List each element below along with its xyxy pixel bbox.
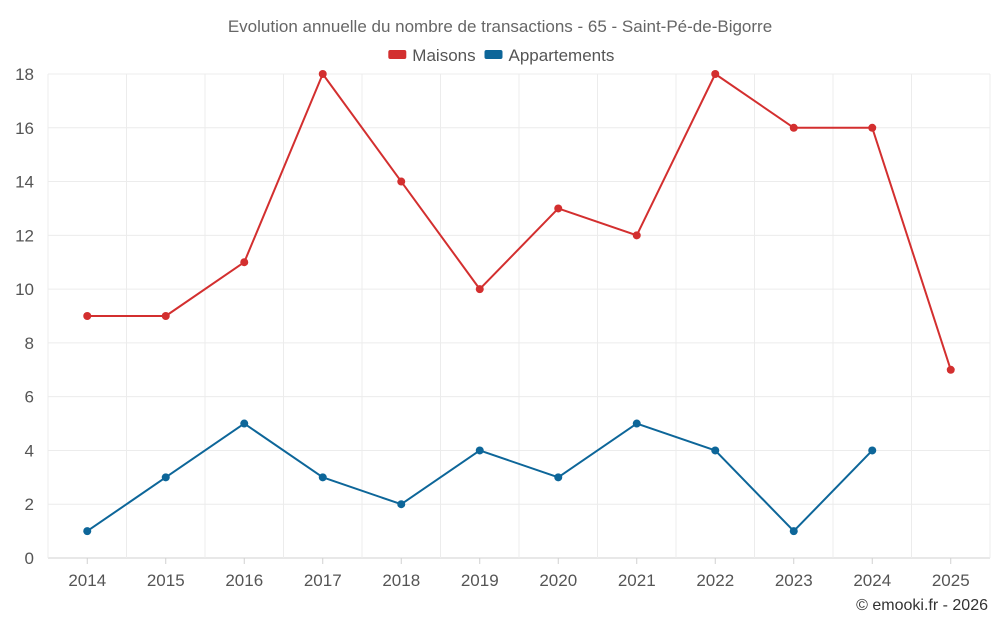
y-tick-label: 12 [15, 226, 34, 245]
y-tick-label: 4 [25, 441, 34, 460]
data-point-maisons [868, 123, 877, 132]
legend-label-appartements: Appartements [509, 46, 615, 65]
legend: Maisons Appartements [388, 46, 614, 65]
x-tick-label: 2025 [932, 571, 970, 590]
y-tick-label: 18 [15, 65, 34, 84]
data-point-appartements [632, 419, 641, 428]
legend-label-maisons: Maisons [412, 46, 475, 65]
data-point-appartements [868, 446, 877, 455]
y-tick-label: 6 [25, 388, 34, 407]
x-tick-label: 2018 [382, 571, 420, 590]
data-point-maisons [632, 231, 641, 240]
y-tick-label: 8 [25, 334, 34, 353]
data-point-maisons [83, 312, 92, 320]
x-tick-label: 2022 [696, 571, 734, 590]
y-tick-label: 14 [15, 173, 34, 192]
data-point-appartements [240, 419, 249, 428]
y-tick-label: 2 [25, 495, 34, 514]
legend-swatch-appartements [484, 50, 503, 59]
x-tick-label: 2020 [539, 571, 577, 590]
data-point-appartements [554, 473, 563, 482]
data-point-maisons [475, 285, 484, 294]
y-tick-label: 16 [15, 119, 34, 138]
data-point-maisons [318, 70, 327, 78]
data-point-appartements [711, 446, 720, 455]
x-tick-label: 2023 [775, 571, 813, 590]
x-tick-label: 2016 [225, 571, 263, 590]
chart-title: Evolution annuelle du nombre de transact… [228, 17, 772, 36]
x-tick-label: 2017 [304, 571, 342, 590]
data-point-maisons [554, 204, 563, 213]
data-point-maisons [161, 312, 170, 320]
legend-swatch-maisons [388, 50, 407, 59]
credit-text: © emooki.fr - 2026 [856, 597, 988, 614]
data-point-appartements [475, 446, 484, 455]
gridlines [47, 73, 991, 559]
series-line-maisons [87, 73, 952, 371]
y-tick-label: 0 [25, 549, 34, 568]
data-point-appartements [397, 500, 406, 509]
data-point-maisons [711, 70, 720, 78]
data-point-maisons [946, 365, 955, 374]
y-tick-label: 10 [15, 280, 34, 299]
x-tick-label: 2019 [461, 571, 499, 590]
data-point-appartements [161, 473, 170, 482]
x-tick-label: 2015 [147, 571, 185, 590]
x-tick-label: 2021 [618, 571, 656, 590]
data-point-maisons [789, 123, 798, 132]
x-tick-label: 2014 [68, 571, 106, 590]
x-tick-label: 2024 [853, 571, 891, 590]
data-point-maisons [397, 177, 406, 186]
y-axis: 0 2 4 6 8 10 12 14 16 18 [15, 65, 34, 568]
data-point-appartements [83, 527, 92, 536]
data-point-appartements [789, 527, 798, 536]
data-point-maisons [240, 258, 249, 267]
series-group [83, 70, 955, 536]
x-axis: 2014 2015 2016 2017 2018 2019 2020 2021 2022 2023… [68, 558, 970, 590]
data-point-appartements [318, 473, 327, 482]
